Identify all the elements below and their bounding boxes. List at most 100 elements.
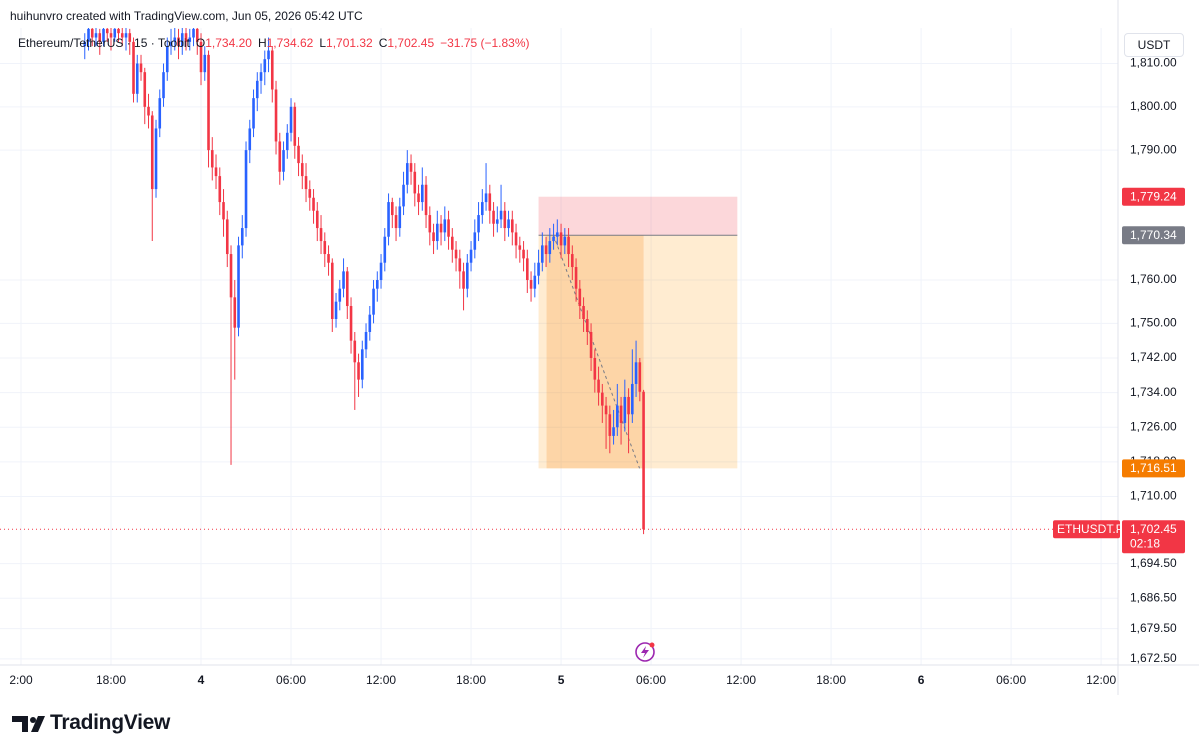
candle-body <box>462 271 465 289</box>
candle-body <box>420 184 424 203</box>
candle-body <box>293 106 297 146</box>
candle-body <box>402 184 405 207</box>
candle-body <box>571 254 574 268</box>
y-tick-label: 1,790.00 <box>1130 142 1177 156</box>
price-tags: 1,779.24 1,770.34 1,716.51 ETHUSDT.P 1,702.4… <box>1053 187 1185 554</box>
candle-body <box>552 236 555 242</box>
candle-body <box>379 262 383 281</box>
candle-body <box>529 280 533 289</box>
candle-body <box>150 115 154 190</box>
candle-body <box>432 232 435 242</box>
x-tick-label: 18:00 <box>96 673 126 687</box>
open-value: 1,734.20 <box>205 36 252 50</box>
symbol-tag-label: ETHUSDT.P <box>1057 522 1124 536</box>
candle-body <box>165 46 169 73</box>
close-value: 1,702.45 <box>387 36 435 50</box>
x-tick-label: 5 <box>558 673 565 687</box>
candle-body <box>210 150 214 168</box>
candle-body <box>308 189 312 198</box>
event-icon[interactable] <box>635 642 655 662</box>
candle-body <box>184 33 188 42</box>
x-tick-label: 06:00 <box>276 673 306 687</box>
axes: 1,672.50 1,679.50 1,686.50 1,694.50 1,710.00… <box>9 56 1177 687</box>
candle-body <box>394 215 398 229</box>
legend: Ethereum/TetherUS · 15 · Toobit O 1,734.… <box>18 36 536 50</box>
currency-button[interactable]: USDT <box>1124 33 1184 57</box>
header: huihunvro created with TradingView.com, … <box>10 9 363 23</box>
countdown-label: 02:18 <box>1130 536 1160 550</box>
candle-body <box>207 54 210 151</box>
candle-body <box>315 210 319 229</box>
brand: TradingView <box>50 711 171 734</box>
stop-tag <box>1122 187 1185 206</box>
open-label: O <box>195 36 206 50</box>
candle-body <box>548 241 552 255</box>
x-tick-label: 18:00 <box>816 673 846 687</box>
candle-body <box>143 72 147 107</box>
candle-body <box>203 54 207 73</box>
candle-body <box>342 271 345 289</box>
candle-body <box>263 59 267 73</box>
candle-body <box>304 176 308 190</box>
candle-body <box>285 132 289 151</box>
candle-body <box>477 215 480 233</box>
candle-body <box>469 249 473 263</box>
y-tick-label: 1,810.00 <box>1130 56 1177 70</box>
tradingview-logo <box>12 716 45 732</box>
plot-area <box>83 28 738 535</box>
candle-body <box>300 163 304 177</box>
candle-body <box>147 106 150 116</box>
candle-body <box>627 396 630 415</box>
low-value: 1,701.32 <box>326 36 373 50</box>
candle-body <box>578 288 582 307</box>
candle-body <box>169 41 173 47</box>
last-price-tag <box>1122 520 1185 554</box>
x-tick-label: 06:00 <box>996 673 1026 687</box>
y-tick-label: 1,679.50 <box>1130 621 1177 635</box>
candle-body <box>330 262 334 320</box>
candle-body <box>409 163 413 172</box>
candle-body <box>488 193 492 211</box>
candle-body <box>218 176 222 203</box>
candle-body <box>507 219 510 229</box>
candle-body <box>481 202 484 216</box>
candle-body <box>616 405 619 428</box>
candle-body <box>601 392 604 406</box>
candle-body <box>192 28 195 38</box>
candle-body <box>503 210 507 229</box>
candle-body <box>439 223 443 233</box>
candle-body <box>563 236 567 246</box>
candle-body <box>120 33 124 38</box>
candle-body <box>323 241 327 255</box>
y-tick-label: 1,800.00 <box>1130 99 1177 113</box>
candle-body <box>327 254 330 263</box>
candle-body <box>597 379 600 393</box>
candle-body <box>514 232 518 246</box>
candle-body <box>267 50 270 60</box>
x-tick-label: 12:00 <box>726 673 756 687</box>
candle-body <box>132 41 135 94</box>
candle-body <box>447 219 450 237</box>
x-tick-label: 6 <box>918 673 925 687</box>
candle-body <box>604 405 608 415</box>
candle-body <box>154 128 158 190</box>
candle-body <box>255 80 259 99</box>
grid <box>0 28 1118 665</box>
candle-body <box>473 232 477 250</box>
candle-body <box>135 63 139 94</box>
candle-body <box>214 167 218 177</box>
candle-body <box>364 331 368 350</box>
candle-body <box>90 28 94 38</box>
candle-body <box>424 184 428 216</box>
candle-body <box>574 267 578 289</box>
candle-body <box>289 106 293 133</box>
candle-body <box>638 362 642 392</box>
entry-tag <box>1122 226 1185 245</box>
candle-body <box>398 206 402 229</box>
x-tick-label: 18:00 <box>456 673 486 687</box>
candle-body <box>454 249 458 259</box>
candle-body <box>451 236 454 250</box>
candle-body <box>128 33 132 42</box>
x-tick-label: 12:00 <box>366 673 396 687</box>
